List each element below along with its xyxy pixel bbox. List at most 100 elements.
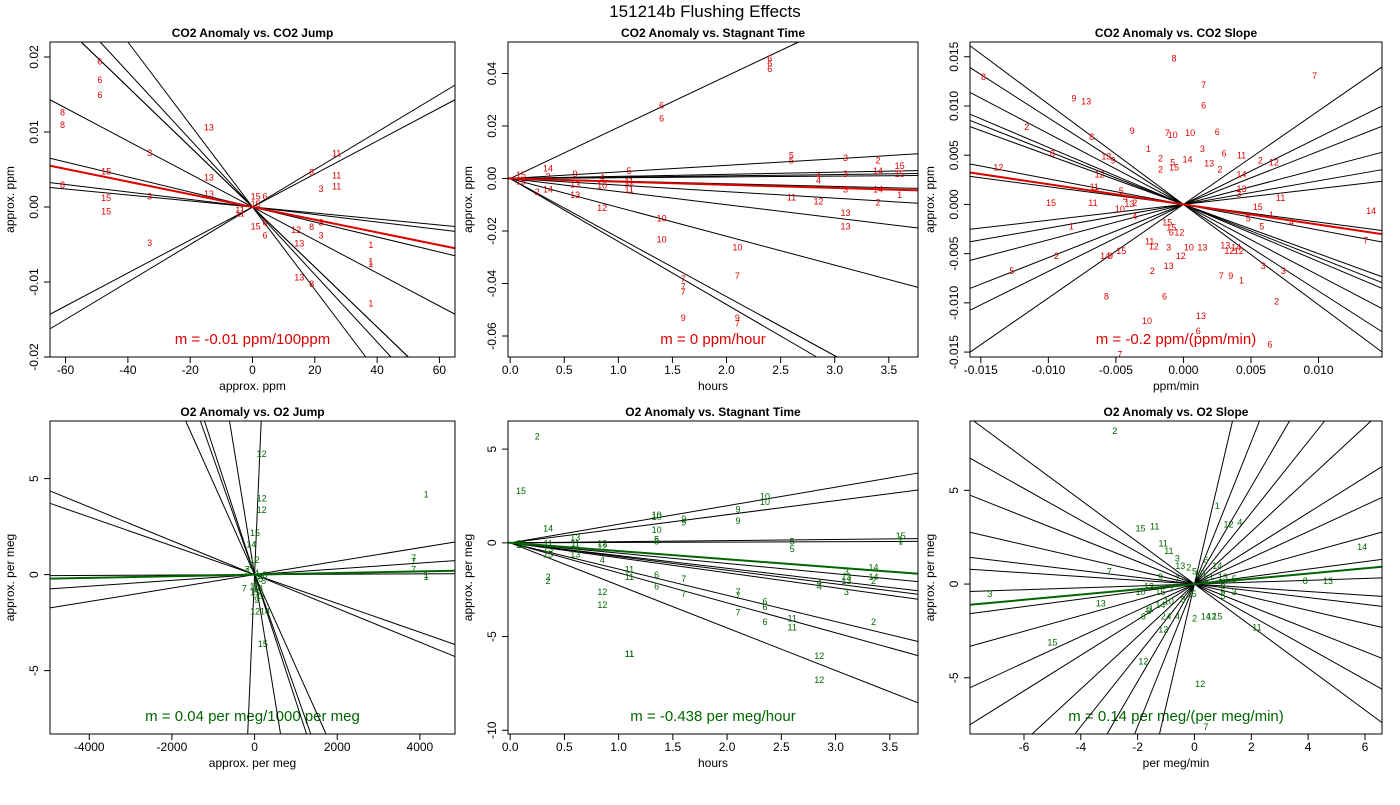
fit-line [969, 169, 1383, 243]
point-label: 7 [681, 589, 686, 599]
point-label: 11 [1159, 538, 1168, 548]
point-label: 8 [1104, 291, 1109, 301]
point-label: 11 [788, 623, 797, 633]
point-label: 12 [250, 607, 260, 617]
point-label: 13 [1096, 598, 1106, 608]
point-label: 3 [844, 566, 849, 576]
fit-line [1159, 420, 1233, 735]
point-label: 3 [1175, 553, 1180, 563]
point-label: 6 [763, 596, 768, 606]
point-label: 13 [1237, 184, 1247, 194]
point-label: 13 [1218, 572, 1228, 582]
point-label: 6 [262, 230, 267, 240]
point-label: 15 [516, 540, 526, 550]
point-label: 15 [895, 161, 905, 171]
point-label: 12 [1176, 251, 1186, 261]
point-label: 3 [1200, 144, 1205, 154]
point-label: 2 [1186, 563, 1191, 573]
point-label: 4 [1132, 212, 1137, 222]
plot-frame [969, 420, 1383, 735]
y-tick-label: 0.010 [947, 91, 961, 121]
point-label: 4 [1237, 518, 1242, 528]
point-label: 13 [1323, 576, 1333, 586]
fit-line [1106, 420, 1290, 735]
point-label: 1 [424, 570, 429, 580]
x-tick-label: 3.5 [880, 363, 897, 377]
point-label: 15 [258, 639, 268, 649]
point-label: 11 [235, 205, 244, 215]
x-tick-label: 2.0 [718, 363, 735, 377]
point-label: 10 [1142, 316, 1152, 326]
panel-o2-stagnant-time: O2 Anomaly vs. Stagnant Time hours appro… [461, 405, 919, 770]
point-label: 15 [251, 221, 261, 231]
x-tick-label: 0.000 [1168, 363, 1198, 377]
point-label: 1 [898, 535, 903, 545]
point-label: 1 [368, 259, 373, 269]
y-tick-label: 5 [947, 487, 961, 494]
point-label: 7 [735, 591, 740, 601]
point-label: 11 [516, 538, 525, 548]
point-label: 10 [657, 213, 667, 223]
point-label: 6 [1267, 340, 1272, 350]
point-label: 13 [841, 576, 851, 586]
point-label: 11 [1276, 193, 1285, 203]
point-label: 1 [1146, 144, 1151, 154]
point-label: 11 [625, 572, 634, 582]
point-label: 12 [597, 542, 607, 552]
y-axis-label: approx. ppm [923, 166, 937, 233]
point-label: 14 [873, 166, 883, 176]
point-label: 15 [1253, 202, 1263, 212]
point-label: 6 [1196, 326, 1201, 336]
y-tick-label: 0 [947, 580, 961, 587]
point-label: 13 [1081, 97, 1091, 107]
point-label: 8 [60, 180, 65, 190]
point-label: 4 [254, 568, 259, 578]
point-label: 10 [597, 181, 607, 191]
point-label: 9 [1072, 94, 1077, 104]
point-label: 3 [1232, 587, 1237, 597]
y-axis-label: approx. per meg [923, 534, 937, 621]
point-label: 2 [254, 576, 259, 586]
point-label: 1 [898, 536, 903, 546]
point-label: 6 [1220, 580, 1225, 590]
point-label: 5 [258, 574, 263, 584]
point-label: 7 [411, 553, 416, 563]
point-label: 13 [570, 179, 580, 189]
point-label: 15 [251, 191, 261, 201]
x-tick-label: 40 [370, 363, 384, 377]
point-label: 2 [1274, 296, 1279, 306]
point-label: 15 [101, 167, 111, 177]
point-label: 4 [1175, 611, 1180, 621]
point-label: 10 [1195, 568, 1205, 578]
point-label: 14 [1237, 169, 1247, 179]
fit-line [507, 41, 799, 180]
point-label: 6 [1201, 101, 1206, 111]
point-label: 15 [1212, 611, 1222, 621]
point-label: 14 [1182, 155, 1192, 165]
point-label: 11 [1164, 546, 1173, 556]
fit-line [507, 540, 919, 544]
panel-title: O2 Anomaly vs. Stagnant Time [625, 405, 801, 419]
point-label: 3 [1146, 606, 1151, 616]
point-label: 4 [1289, 218, 1294, 228]
point-label: 9 [573, 169, 578, 179]
point-label: 8 [262, 570, 267, 580]
panel-title: CO2 Anomaly vs. CO2 Slope [1095, 26, 1258, 40]
point-label: 13 [570, 550, 580, 560]
point-label: 3 [147, 191, 152, 201]
point-label: 7 [1117, 350, 1122, 360]
point-label: 15 [1116, 246, 1126, 256]
point-label: 2 [1158, 154, 1163, 164]
x-tick-label: 60 [433, 363, 447, 377]
point-label: 6 [1203, 555, 1208, 565]
point-label: 13 [1164, 261, 1174, 271]
point-label: 13 [841, 208, 851, 218]
point-label: 7 [1201, 80, 1206, 90]
fit-line [507, 541, 919, 704]
y-tick-label: -0.06 [485, 322, 499, 350]
point-label: 15 [1047, 638, 1057, 648]
fit-line [507, 153, 919, 180]
point-label: 1 [1239, 276, 1244, 286]
point-label: 6 [1169, 227, 1174, 237]
point-label: 15 [101, 193, 111, 203]
